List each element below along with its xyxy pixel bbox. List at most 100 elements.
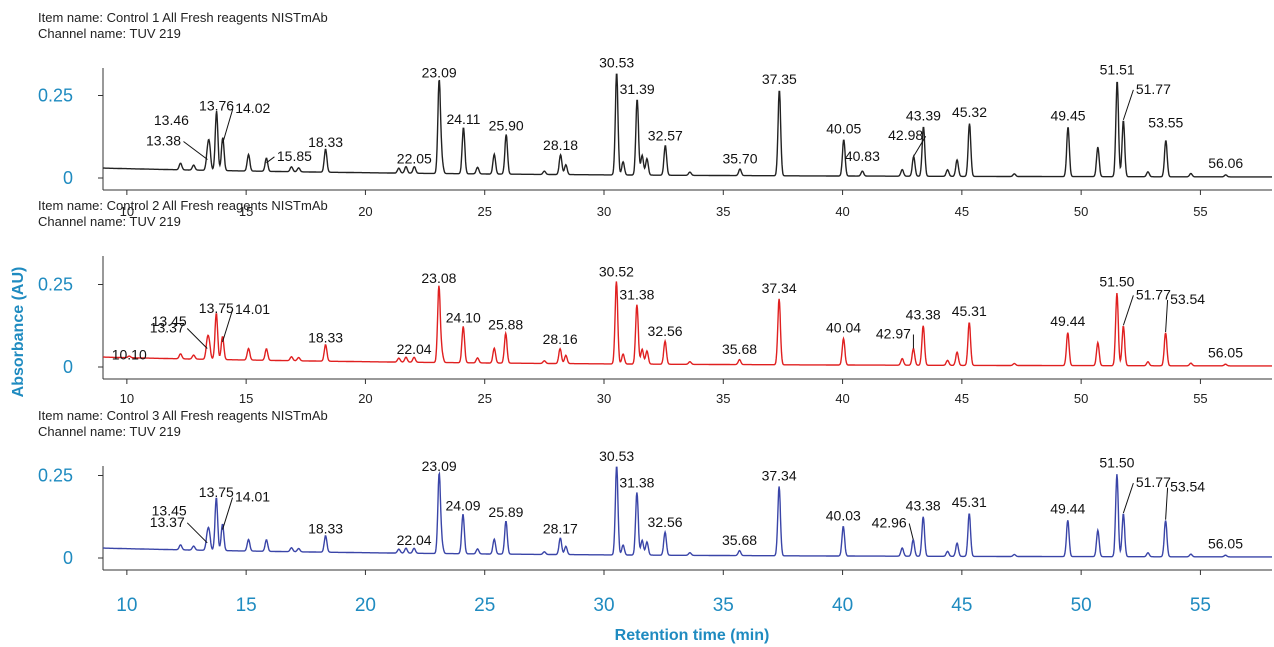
panel-2: Item name: Control 2 All Fresh reagents … <box>38 198 1272 406</box>
peak-label: 45.31 <box>952 303 987 319</box>
peak-leader-line <box>183 141 208 160</box>
y-tick-label: 0 <box>63 168 73 188</box>
peak-label: 22.04 <box>397 532 432 548</box>
peak-label: 28.17 <box>543 521 578 537</box>
peak-label: 53.54 <box>1170 479 1205 495</box>
peak-label: 56.05 <box>1208 535 1243 551</box>
x-tick-label: 35 <box>716 391 730 406</box>
x-tick-label: 15 <box>239 391 253 406</box>
peak-label: 13.45 <box>152 313 187 329</box>
peak-label: 42.97 <box>876 326 911 342</box>
y-tick-label: 0.25 <box>38 466 73 486</box>
peak-label: 10.10 <box>112 346 147 362</box>
x-tick-label: 50 <box>1074 204 1088 219</box>
peak-label: 13.37 <box>150 320 185 336</box>
peak-label: 23.08 <box>421 270 456 286</box>
x-tick-label: 40 <box>835 391 849 406</box>
peak-label: 23.09 <box>422 458 457 474</box>
y-tick-label: 0 <box>63 548 73 568</box>
peak-label: 45.31 <box>952 494 987 510</box>
peak-leader-line <box>222 497 234 530</box>
peak-leader-line <box>1122 295 1134 326</box>
peak-label: 40.05 <box>826 121 861 137</box>
peak-leader-line <box>186 328 208 349</box>
x-tick-label: 45 <box>951 595 972 616</box>
chromatogram-trace <box>103 466 1272 558</box>
peak-label: 30.52 <box>599 264 634 280</box>
x-tick-label: 45 <box>955 391 969 406</box>
peak-label: 14.01 <box>235 301 270 317</box>
item-name-label: Item name: Control 1 All Fresh reagents … <box>38 10 328 25</box>
chromatogram-trace <box>103 281 1272 367</box>
peak-leader-line <box>1122 482 1134 514</box>
peak-label: 43.38 <box>906 306 941 322</box>
peak-leader-line <box>1165 487 1169 520</box>
peak-label: 24.11 <box>446 111 480 127</box>
x-tick-label: 10 <box>120 204 134 219</box>
chromatogram-trace <box>103 73 1272 178</box>
peak-label: 53.54 <box>1170 291 1205 307</box>
peak-label: 31.39 <box>620 81 655 97</box>
peak-label: 14.01 <box>235 489 270 505</box>
peak-label: 13.45 <box>152 503 187 519</box>
y-tick-label: 0 <box>63 357 73 377</box>
y-tick-label: 0.25 <box>38 275 73 295</box>
peak-label: 25.90 <box>489 117 524 133</box>
x-tick-label: 55 <box>1193 391 1207 406</box>
x-tick-label: 50 <box>1071 595 1092 616</box>
x-tick-label: 15 <box>236 595 257 616</box>
peak-label: 56.05 <box>1208 344 1243 360</box>
peak-label: 35.68 <box>722 341 757 357</box>
peak-leader-line <box>222 108 234 144</box>
peak-leader-line <box>222 309 234 343</box>
peak-label: 45.32 <box>952 104 987 120</box>
channel-name-label: Channel name: TUV 219 <box>38 26 181 41</box>
peak-label: 51.77 <box>1136 474 1171 490</box>
peak-label: 28.18 <box>543 137 578 153</box>
x-tick-label: 25 <box>474 595 495 616</box>
peak-label: 37.34 <box>762 468 797 484</box>
peak-label: 32.56 <box>648 323 683 339</box>
peak-label: 30.53 <box>599 55 634 71</box>
peak-label: 43.39 <box>906 108 941 124</box>
peak-label: 14.02 <box>235 100 270 116</box>
x-tick-label: 20 <box>358 204 372 219</box>
peak-label: 43.38 <box>906 497 941 513</box>
peak-label: 18.33 <box>308 521 343 537</box>
peak-label: 37.35 <box>762 71 797 87</box>
peak-leader-line <box>186 522 208 544</box>
peak-label: 13.38 <box>146 133 181 149</box>
peak-label: 28.16 <box>543 331 578 347</box>
peak-leader-line <box>908 523 914 540</box>
peak-label: 13.37 <box>150 514 185 530</box>
peak-label: 13.46 <box>154 112 189 128</box>
peak-label: 22.04 <box>397 341 432 357</box>
peak-label: 51.77 <box>1136 81 1171 97</box>
x-tick-label: 20 <box>358 391 372 406</box>
peak-leader-line <box>913 135 927 157</box>
x-tick-label: 25 <box>477 204 491 219</box>
x-tick-label: 10 <box>120 391 134 406</box>
panel-3: Item name: Control 3 All Fresh reagents … <box>38 408 1272 616</box>
chromatogram-panels: Item name: Control 1 All Fresh reagents … <box>38 10 1272 616</box>
panel-1: Item name: Control 1 All Fresh reagents … <box>38 10 1272 219</box>
x-tick-label: 40 <box>832 595 853 616</box>
peak-label: 13.75 <box>199 484 234 500</box>
peak-label: 51.51 <box>1100 61 1135 77</box>
item-name-label: Item name: Control 3 All Fresh reagents … <box>38 408 328 423</box>
x-tick-label: 10 <box>116 595 137 616</box>
x-tick-label: 20 <box>355 595 376 616</box>
y-axis-label: Absorbance (AU) <box>10 267 27 398</box>
item-name-label: Item name: Control 2 All Fresh reagents … <box>38 198 328 213</box>
peak-label: 24.09 <box>445 497 480 513</box>
peak-label: 49.45 <box>1050 108 1085 124</box>
peak-leader-line <box>1122 89 1134 121</box>
peak-label: 40.83 <box>845 148 880 164</box>
peak-leader-line <box>266 156 275 164</box>
peak-label: 49.44 <box>1050 501 1085 517</box>
x-tick-label: 30 <box>593 595 614 616</box>
peak-label: 51.50 <box>1099 273 1134 289</box>
peak-label: 53.55 <box>1148 115 1183 131</box>
y-tick-label: 0.25 <box>38 86 73 106</box>
